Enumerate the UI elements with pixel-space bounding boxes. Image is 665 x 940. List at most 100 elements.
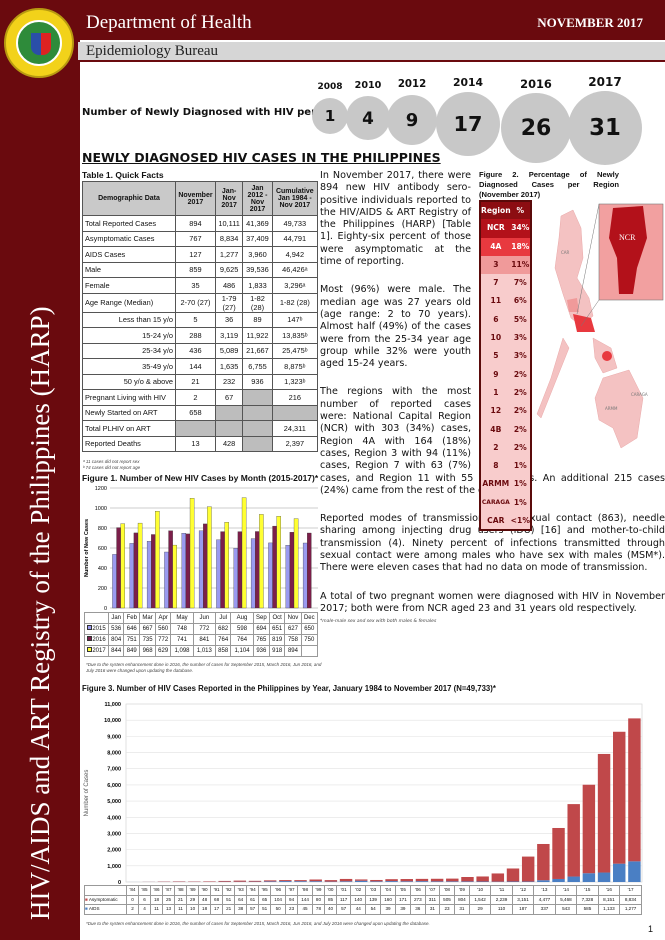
table-row: 25-34 y/o 436 5,089 21,667 25,475ᵇ <box>82 342 319 359</box>
bar-2017-May <box>189 498 195 609</box>
year-label: '00 <box>323 885 338 896</box>
series-value: 918 <box>268 645 286 657</box>
region-cell: 34% <box>510 219 531 238</box>
bar-asymptomatic-'91 <box>233 880 247 882</box>
per-day-bubble: 17 <box>436 92 500 156</box>
month-label: Jan <box>107 612 125 624</box>
table-cell: 1-79 (27) <box>214 292 244 313</box>
year-label: '13 <box>533 885 556 896</box>
per-day-label: Number of Newly Diagnosed with HIV per d… <box>82 107 344 118</box>
bar-2017-Jan <box>120 523 125 609</box>
region-cell: 7% <box>510 274 531 293</box>
region-cell: 9 <box>480 365 511 384</box>
region-3-shape <box>567 298 579 312</box>
series-value: 751 <box>123 634 141 646</box>
y-tick-label: 1000 <box>95 506 107 512</box>
region-header: Region <box>480 201 511 220</box>
table-cell: 24,311 <box>271 420 319 437</box>
figure2: Figure 2. Percentage of Newly Diagnosed … <box>477 170 665 532</box>
bar-aids-'15 <box>597 872 611 882</box>
table-cell: 1-82 (28) <box>271 292 319 313</box>
series-value: 48 <box>198 894 212 905</box>
table-row: Female 35 486 1,833 3,296ᵃ <box>82 277 319 294</box>
bar-2016-Jul <box>220 531 225 609</box>
bar-asymptomatic-'17 <box>628 718 641 862</box>
year-label: '93 <box>234 885 248 896</box>
month-label: Mar <box>139 612 156 624</box>
paragraph-summary: In November 2017, there were 894 new HIV… <box>320 170 471 268</box>
table-cell: 37,409 <box>242 230 273 247</box>
bar-aids-'01 <box>385 881 398 882</box>
region-cell: 3% <box>510 347 531 366</box>
bar-2015-Mar <box>146 541 152 609</box>
bar-2015-Nov <box>285 545 291 609</box>
region-row: 2 2% <box>480 438 531 458</box>
year-label: '16 <box>597 885 621 896</box>
month-label: Dec <box>300 612 319 624</box>
bar-aids-'04 <box>430 881 444 882</box>
bar-2017-Jun <box>207 506 212 609</box>
month-label: Jul <box>214 612 232 624</box>
table-cell <box>214 420 244 437</box>
bar-2015-Oct <box>268 542 273 609</box>
bar-aids-'06 <box>461 881 474 882</box>
table-cell <box>242 420 273 437</box>
region-cell: 6% <box>510 292 531 311</box>
series-value: 2 <box>125 904 140 915</box>
series-value: 543 <box>554 904 578 915</box>
year-row: '84'85'86'87'88'89'90'91'92'93'94'95'96 '… <box>84 885 642 896</box>
series-value: 841 <box>192 634 217 646</box>
series-value: 171 <box>394 894 411 905</box>
figure2-caption: Figure 2. Percentage of Newly Diagnosed … <box>479 170 619 199</box>
table-header: Cumulative Jan 1984 - Nov 2017 <box>271 181 319 216</box>
bar-asymptomatic-'93 <box>263 880 277 882</box>
series-value: 772 <box>154 634 172 646</box>
year-label: '15 <box>576 885 599 896</box>
table-cell: 288 <box>175 327 216 344</box>
bar-2017-Sep <box>259 514 264 609</box>
series-value: 1,104 <box>230 645 254 657</box>
y-tick-label: 6,000 <box>107 783 121 789</box>
bar-asymptomatic-'16 <box>613 731 626 864</box>
series-value: 804 <box>107 634 125 646</box>
series-label: 2015 <box>84 623 109 635</box>
paragraphs-footnote: *male-male sex and sex with both males &… <box>320 619 437 625</box>
table-cell <box>175 420 216 437</box>
series-value: 39 <box>394 904 411 915</box>
series-value: 758 <box>284 634 302 646</box>
per-day-bubble: 26 <box>501 93 571 163</box>
bar-2015-Jun <box>198 530 204 609</box>
per-day-bubble: 4 <box>346 96 390 140</box>
table-cell: 894 <box>175 215 216 232</box>
series-value: 667 <box>139 623 156 635</box>
y-axis-label: Number of Cases <box>84 770 90 817</box>
region-cell: 5 <box>480 347 511 366</box>
year-label: '94 <box>246 885 260 896</box>
series-value: 2,239 <box>490 894 513 905</box>
table-cell <box>242 404 273 421</box>
year-label: '96 <box>270 885 287 896</box>
series-value: 646 <box>123 623 141 635</box>
bar-asymptomatic-'00 <box>370 879 383 882</box>
region-cell: 11 <box>480 292 511 311</box>
year-label: '99 <box>311 885 326 896</box>
map-label-armm: ARMM <box>605 406 618 411</box>
y-tick-label: 0 <box>118 880 121 884</box>
bar-2016-Nov <box>289 532 295 609</box>
series-value: 6 <box>138 894 152 905</box>
series-value: 85 <box>323 894 338 905</box>
bar-2016-Jan <box>116 527 121 609</box>
table-cell: 39,536 <box>242 261 273 278</box>
bar-aids-'95 <box>294 881 307 882</box>
table-cell: 216 <box>271 389 319 406</box>
series-value: 39 <box>380 904 396 915</box>
table-cell: 41,369 <box>242 215 273 232</box>
bar-asymptomatic-'07 <box>476 876 489 882</box>
series-value: 560 <box>154 623 172 635</box>
table-cell: 428 <box>214 435 244 452</box>
sidebar-title: HIV/AIDS and ART Registry of the Philipp… <box>25 306 55 920</box>
bubble-year: 2014 <box>452 76 484 89</box>
bar-2016-Dec <box>307 532 312 609</box>
region-row: 12 2% <box>480 402 531 421</box>
table-cell: 13,835ᵇ <box>271 327 319 344</box>
